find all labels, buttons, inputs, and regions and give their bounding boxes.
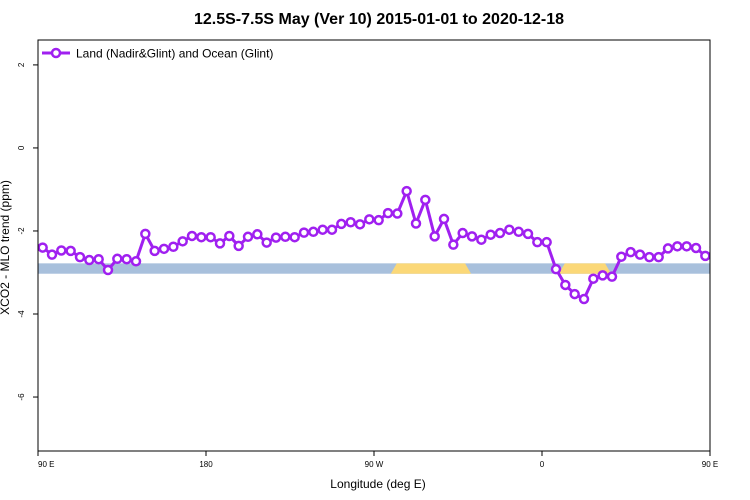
data-point bbox=[588, 273, 599, 284]
data-point bbox=[196, 231, 207, 243]
data-point bbox=[345, 217, 356, 228]
x-tick-label: 90 W bbox=[365, 460, 384, 469]
data-point bbox=[149, 245, 160, 257]
data-point bbox=[214, 238, 226, 249]
data-point bbox=[74, 251, 86, 263]
data-point bbox=[177, 236, 188, 247]
data-point bbox=[140, 228, 151, 240]
y-axis-label: XCO2 - MLO trend (ppm) bbox=[0, 180, 12, 315]
data-point bbox=[457, 227, 468, 239]
data-point bbox=[662, 243, 674, 254]
legend-swatch-marker bbox=[50, 47, 62, 59]
data-point bbox=[56, 245, 67, 256]
data-point bbox=[690, 242, 702, 254]
y-tick-label: -6 bbox=[17, 393, 26, 401]
data-point bbox=[289, 231, 300, 243]
data-point bbox=[532, 236, 543, 248]
data-point bbox=[130, 256, 142, 267]
x-tick-label: 180 bbox=[199, 460, 213, 469]
chart-title: 12.5S-7.5S May (Ver 10) 2015-01-01 to 20… bbox=[194, 11, 564, 28]
data-point bbox=[466, 231, 478, 242]
data-point bbox=[364, 214, 375, 225]
data-point bbox=[522, 228, 534, 240]
data-point bbox=[625, 246, 636, 258]
legend-label: Land (Nadir&Glint) and Ocean (Glint) bbox=[76, 47, 273, 61]
y-tick-label: -2 bbox=[17, 227, 26, 235]
data-point bbox=[392, 208, 403, 219]
y-tick-label: 0 bbox=[17, 145, 26, 150]
data-point bbox=[653, 251, 664, 263]
data-point bbox=[84, 254, 95, 266]
x-axis-label: Longitude (deg E) bbox=[330, 477, 425, 491]
data-point bbox=[308, 226, 319, 238]
data-point bbox=[382, 207, 394, 219]
data-point bbox=[373, 214, 384, 226]
land-segment-1 bbox=[558, 263, 612, 274]
data-point bbox=[709, 244, 710, 250]
data-point bbox=[158, 243, 170, 255]
data-point bbox=[681, 241, 692, 252]
data-point bbox=[504, 224, 515, 235]
data-point bbox=[354, 219, 366, 230]
data-point bbox=[242, 231, 254, 243]
plot-frame bbox=[37, 39, 711, 452]
data-point bbox=[429, 231, 440, 242]
data-point bbox=[224, 230, 235, 242]
data-point bbox=[644, 251, 655, 263]
data-point bbox=[438, 213, 450, 225]
data-point bbox=[38, 242, 48, 253]
data-point bbox=[336, 218, 347, 230]
data-point bbox=[326, 224, 338, 235]
data-point bbox=[261, 237, 272, 248]
x-tick-label: 0 bbox=[540, 460, 545, 469]
data-point bbox=[280, 231, 291, 243]
data-point bbox=[65, 245, 76, 257]
data-point bbox=[700, 250, 710, 262]
data-point bbox=[298, 227, 310, 238]
data-point bbox=[485, 229, 496, 240]
data-point bbox=[168, 241, 179, 252]
data-point bbox=[634, 249, 646, 260]
data-point bbox=[112, 253, 123, 265]
data-point bbox=[410, 218, 422, 229]
data-point bbox=[672, 241, 683, 252]
series-group bbox=[38, 185, 750, 305]
data-point bbox=[46, 249, 58, 260]
y-tick-label: 2 bbox=[17, 62, 26, 67]
land-segment-0 bbox=[390, 263, 472, 274]
data-point bbox=[252, 229, 263, 240]
data-point bbox=[606, 271, 618, 282]
data-point bbox=[494, 227, 506, 239]
data-point bbox=[476, 234, 487, 245]
data-point bbox=[616, 251, 627, 262]
data-point bbox=[569, 288, 580, 300]
data-point bbox=[205, 231, 216, 243]
data-point bbox=[401, 185, 412, 197]
data-point bbox=[448, 239, 459, 250]
x-tick-label: 90 E bbox=[702, 460, 718, 469]
data-point bbox=[420, 194, 431, 206]
series-line-b bbox=[715, 234, 750, 270]
data-point bbox=[720, 252, 728, 260]
data-point bbox=[186, 230, 198, 242]
ocean-bar bbox=[38, 263, 710, 274]
data-point bbox=[541, 236, 552, 248]
data-point bbox=[597, 270, 608, 281]
data-point bbox=[560, 279, 571, 291]
data-point bbox=[317, 224, 328, 235]
data-point bbox=[121, 253, 132, 265]
data-point bbox=[550, 263, 562, 275]
data-point bbox=[578, 293, 590, 305]
series-line-a bbox=[41, 189, 707, 301]
data-point bbox=[729, 245, 737, 253]
data-point bbox=[739, 246, 747, 254]
y-tick-label: -4 bbox=[17, 310, 26, 318]
data-point bbox=[102, 264, 114, 276]
x-tick-label: 90 E bbox=[38, 460, 54, 469]
data-point bbox=[93, 253, 104, 265]
data-point bbox=[233, 240, 244, 252]
data-point bbox=[270, 232, 282, 243]
data-point bbox=[513, 226, 524, 238]
